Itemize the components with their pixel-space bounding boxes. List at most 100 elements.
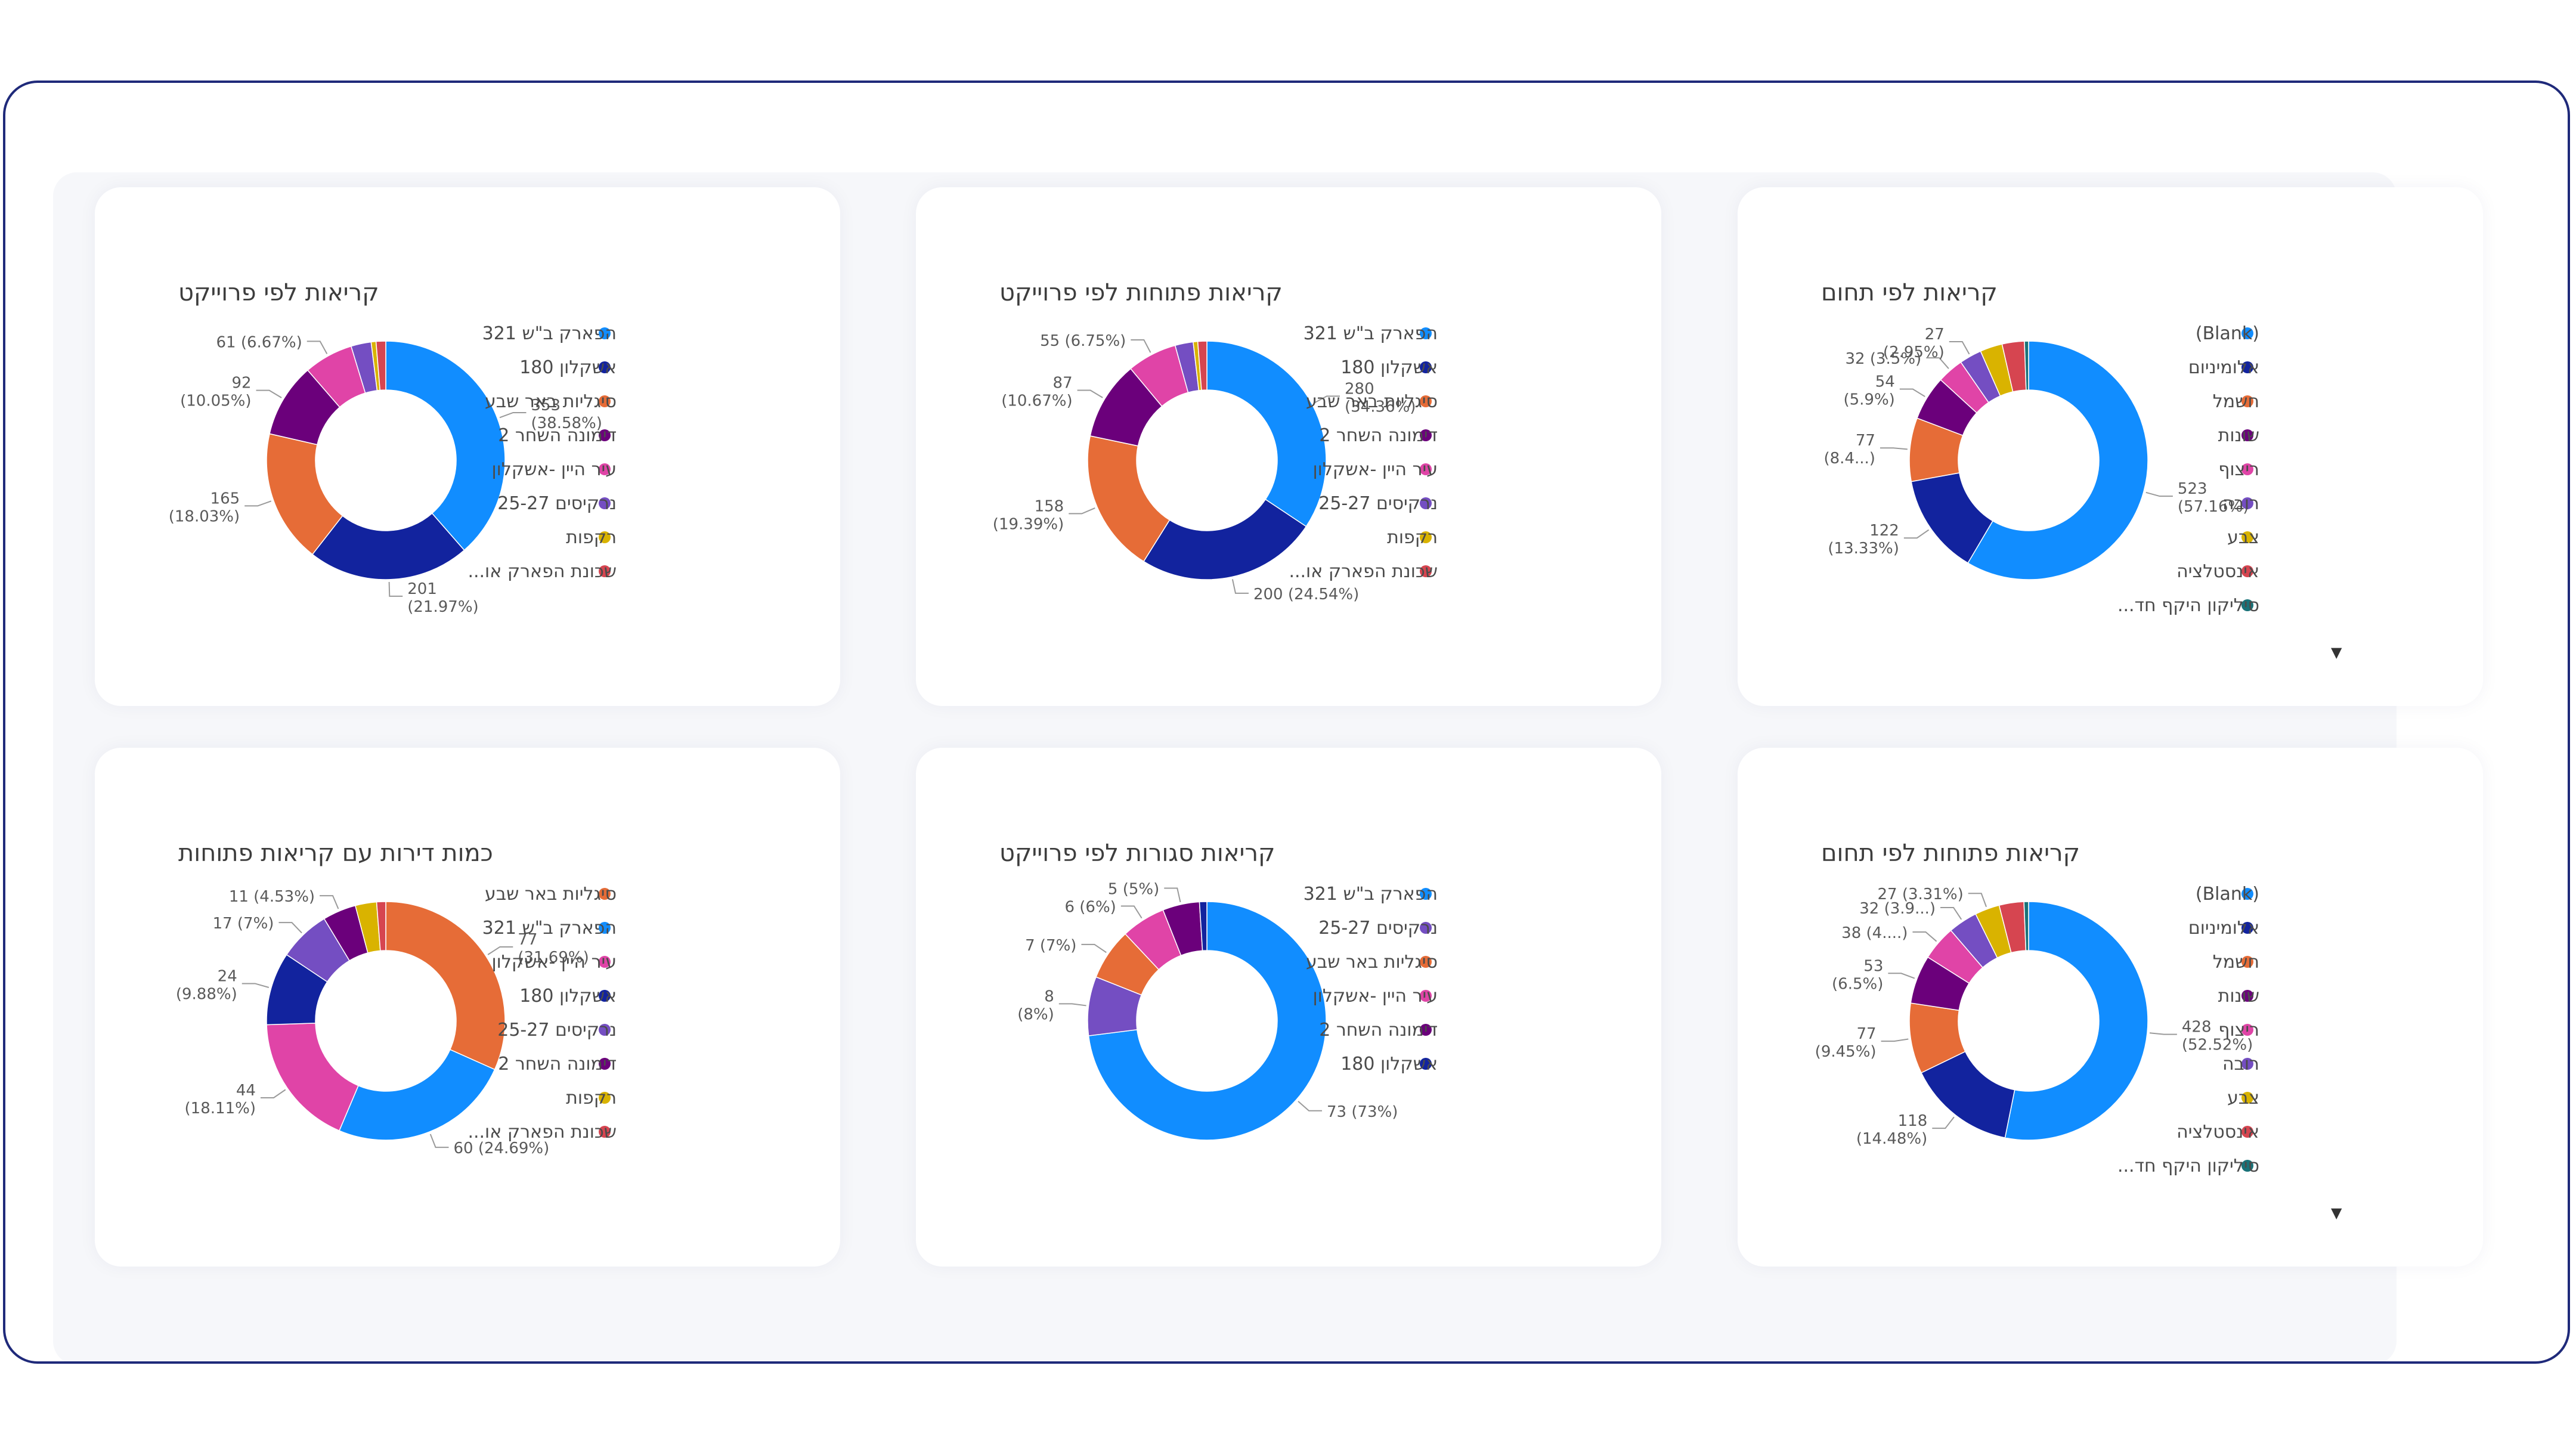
legend-item[interactable]: (Blank) <box>2196 323 2259 344</box>
legend-item[interactable]: (Blank) <box>2196 884 2259 905</box>
data-label-value: 24 <box>218 967 237 985</box>
donut-slice[interactable] <box>2004 901 2148 1141</box>
legend-item[interactable]: סיגליות באר שבע <box>1306 952 1438 973</box>
donut-slice[interactable] <box>1199 901 1208 952</box>
label-leader-line <box>242 983 270 988</box>
legend-item[interactable]: שכונת הפארק או... <box>1289 561 1438 582</box>
chart-card-closed-calls-by-project[interactable]: קריאות סגורות לפי פרוייקט 73 (73%) 8 (8%) 7 … <box>916 748 1661 1267</box>
legend-item[interactable]: נרקיסים 25-27 <box>497 1020 617 1041</box>
legend-item[interactable]: חשמל <box>2213 952 2259 973</box>
legend-marker <box>2241 429 2253 441</box>
legend-marker <box>599 463 611 475</box>
donut-slice[interactable] <box>2023 901 2029 951</box>
chart-card-open-calls-by-domain[interactable]: קריאות פתוחות לפי תחום 428 (52.52%) 118 (14.… <box>1738 748 2483 1267</box>
legend-item[interactable]: דימונה השחר 2 <box>498 425 617 446</box>
legend-marker <box>599 990 611 1002</box>
donut-slice[interactable] <box>2024 340 2029 391</box>
legend-item[interactable]: דימונה השחר 2 <box>498 1054 617 1075</box>
legend-item[interactable]: שונות <box>2218 986 2259 1007</box>
legend-item[interactable]: הפארק ב"ש 321 <box>482 323 617 344</box>
legend-item[interactable]: עיר היין -אשקלון <box>1312 459 1438 480</box>
data-label-percent: (6.5%) <box>1832 975 1883 993</box>
legend-item[interactable]: אינסטלציה <box>2176 561 2259 582</box>
legend-item[interactable]: נרקיסים 25-27 <box>1318 918 1438 939</box>
legend-item[interactable]: נרקיסים 25-27 <box>497 493 617 514</box>
legend-item[interactable]: עיר היין -אשקלון <box>1312 986 1438 1007</box>
legend-item[interactable]: נרקיסים 25-27 <box>1318 493 1438 514</box>
donut-slice[interactable] <box>385 340 506 551</box>
legend-item[interactable]: סיליקון היקף חד... <box>2117 595 2259 616</box>
legend-item[interactable]: רובה <box>2222 1054 2259 1075</box>
data-label-value: 92 <box>231 374 251 392</box>
data-label-value: 55 (6.75%) <box>1040 332 1126 350</box>
legend-marker <box>2241 327 2253 339</box>
legend-item[interactable]: עיר היין -אשקלון <box>491 459 617 480</box>
legend-item[interactable]: שונות <box>2218 425 2259 446</box>
legend-item[interactable]: עיר היין -אשקלון <box>491 952 617 973</box>
donut-slice[interactable] <box>385 901 506 1070</box>
legend-item[interactable]: אשקלון 180 <box>1340 357 1438 378</box>
legend-item[interactable]: דימונה השחר 2 <box>1319 425 1438 446</box>
legend-item[interactable]: צבע <box>2227 527 2259 548</box>
legend-item[interactable]: סיגליות באר שבע <box>485 391 617 412</box>
donut-slice[interactable] <box>338 1049 496 1141</box>
data-label-percent: (8.4...) <box>1824 450 1875 467</box>
legend-item[interactable]: ריצוף <box>2218 459 2259 480</box>
donut-slice[interactable] <box>376 901 386 952</box>
legend-item[interactable]: רקפות <box>566 1088 617 1109</box>
legend-item[interactable]: הפארק ב"ש 321 <box>1304 884 1438 905</box>
data-label-value: 118 <box>1898 1112 1928 1130</box>
data-label-value: 7 (7%) <box>1025 937 1076 955</box>
donut-slice[interactable] <box>1087 435 1171 562</box>
chart-card-calls-by-project[interactable]: קריאות לפי פרוייקט 353 (38.58%) 201 (21.97%)… <box>95 187 840 706</box>
donut-slice[interactable] <box>1967 340 2148 580</box>
donut-slice[interactable] <box>1143 499 1307 580</box>
legend-item[interactable]: חשמל <box>2213 391 2259 412</box>
legend-item[interactable]: אינסטלציה <box>2176 1122 2259 1143</box>
label-leader-line <box>1949 340 1970 355</box>
label-leader-line <box>1231 579 1249 594</box>
chart-card-open-calls-by-project[interactable]: קריאות פתוחות לפי פרוייקט 280 (34.36%) 200 … <box>916 187 1661 706</box>
data-label-value: 165 <box>210 490 240 507</box>
legend-item[interactable]: רקפות <box>1387 527 1438 548</box>
legend-marker <box>2241 565 2253 577</box>
legend-item[interactable]: צבע <box>2227 1088 2259 1109</box>
legend-scroll-down-icon[interactable]: ▼ <box>2331 1205 2342 1221</box>
chart-title: קריאות פתוחות לפי תחום <box>1821 840 2080 867</box>
donut-slice[interactable] <box>311 512 465 580</box>
legend-marker <box>599 429 611 441</box>
legend-item[interactable]: אשקלון 180 <box>1340 1054 1438 1075</box>
legend-marker <box>1420 395 1432 407</box>
legend-item[interactable]: אלומיניום <box>2188 918 2259 939</box>
legend-item[interactable]: הפארק ב"ש 321 <box>1304 323 1438 344</box>
chart-card-calls-by-domain[interactable]: קריאות לפי תחום 523 (57.16%) 122 (13.33%) 77(… <box>1738 187 2483 706</box>
label-leader-line <box>278 922 302 934</box>
legend-marker <box>599 531 611 543</box>
legend-item[interactable]: סיגליות באר שבע <box>485 884 617 905</box>
donut-slice[interactable] <box>1206 340 1327 527</box>
label-leader-line <box>388 581 403 597</box>
label-leader-line <box>1880 447 1908 450</box>
legend-item[interactable]: אשקלון 180 <box>519 357 617 378</box>
legend-item[interactable]: סיליקון היקף חד... <box>2117 1156 2259 1176</box>
donut-slice[interactable] <box>266 1023 359 1132</box>
legend-item[interactable]: אשקלון 180 <box>519 986 617 1007</box>
chart-card-apartments-with-open-calls[interactable]: כמות דירות עם קריאות פתוחות 77 (31.69%) 60 … <box>95 748 840 1267</box>
legend-item[interactable]: דימונה השחר 2 <box>1319 1020 1438 1041</box>
legend-item[interactable]: אלומיניום <box>2188 357 2259 378</box>
data-label-value: 54 <box>1875 373 1895 391</box>
legend-item[interactable]: ריצוף <box>2218 1020 2259 1041</box>
legend-marker <box>599 1092 611 1104</box>
legend-item[interactable]: רקפות <box>566 527 617 548</box>
donut-slice[interactable] <box>1197 340 1208 391</box>
legend-item[interactable]: שכונת הפארק או... <box>467 1122 617 1143</box>
donut-slice[interactable] <box>375 340 386 391</box>
legend-item[interactable]: סיגליות באר שבע <box>1306 391 1438 412</box>
legend-item[interactable]: רובה <box>2222 493 2259 514</box>
donut-slice[interactable] <box>1088 901 1327 1141</box>
legend-scroll-down-icon[interactable]: ▼ <box>2331 644 2342 661</box>
donut-slice[interactable] <box>266 433 343 555</box>
legend-item[interactable]: שכונת הפארק או... <box>467 561 617 582</box>
legend-marker <box>2241 922 2253 934</box>
legend-item[interactable]: הפארק ב"ש 321 <box>482 918 617 939</box>
